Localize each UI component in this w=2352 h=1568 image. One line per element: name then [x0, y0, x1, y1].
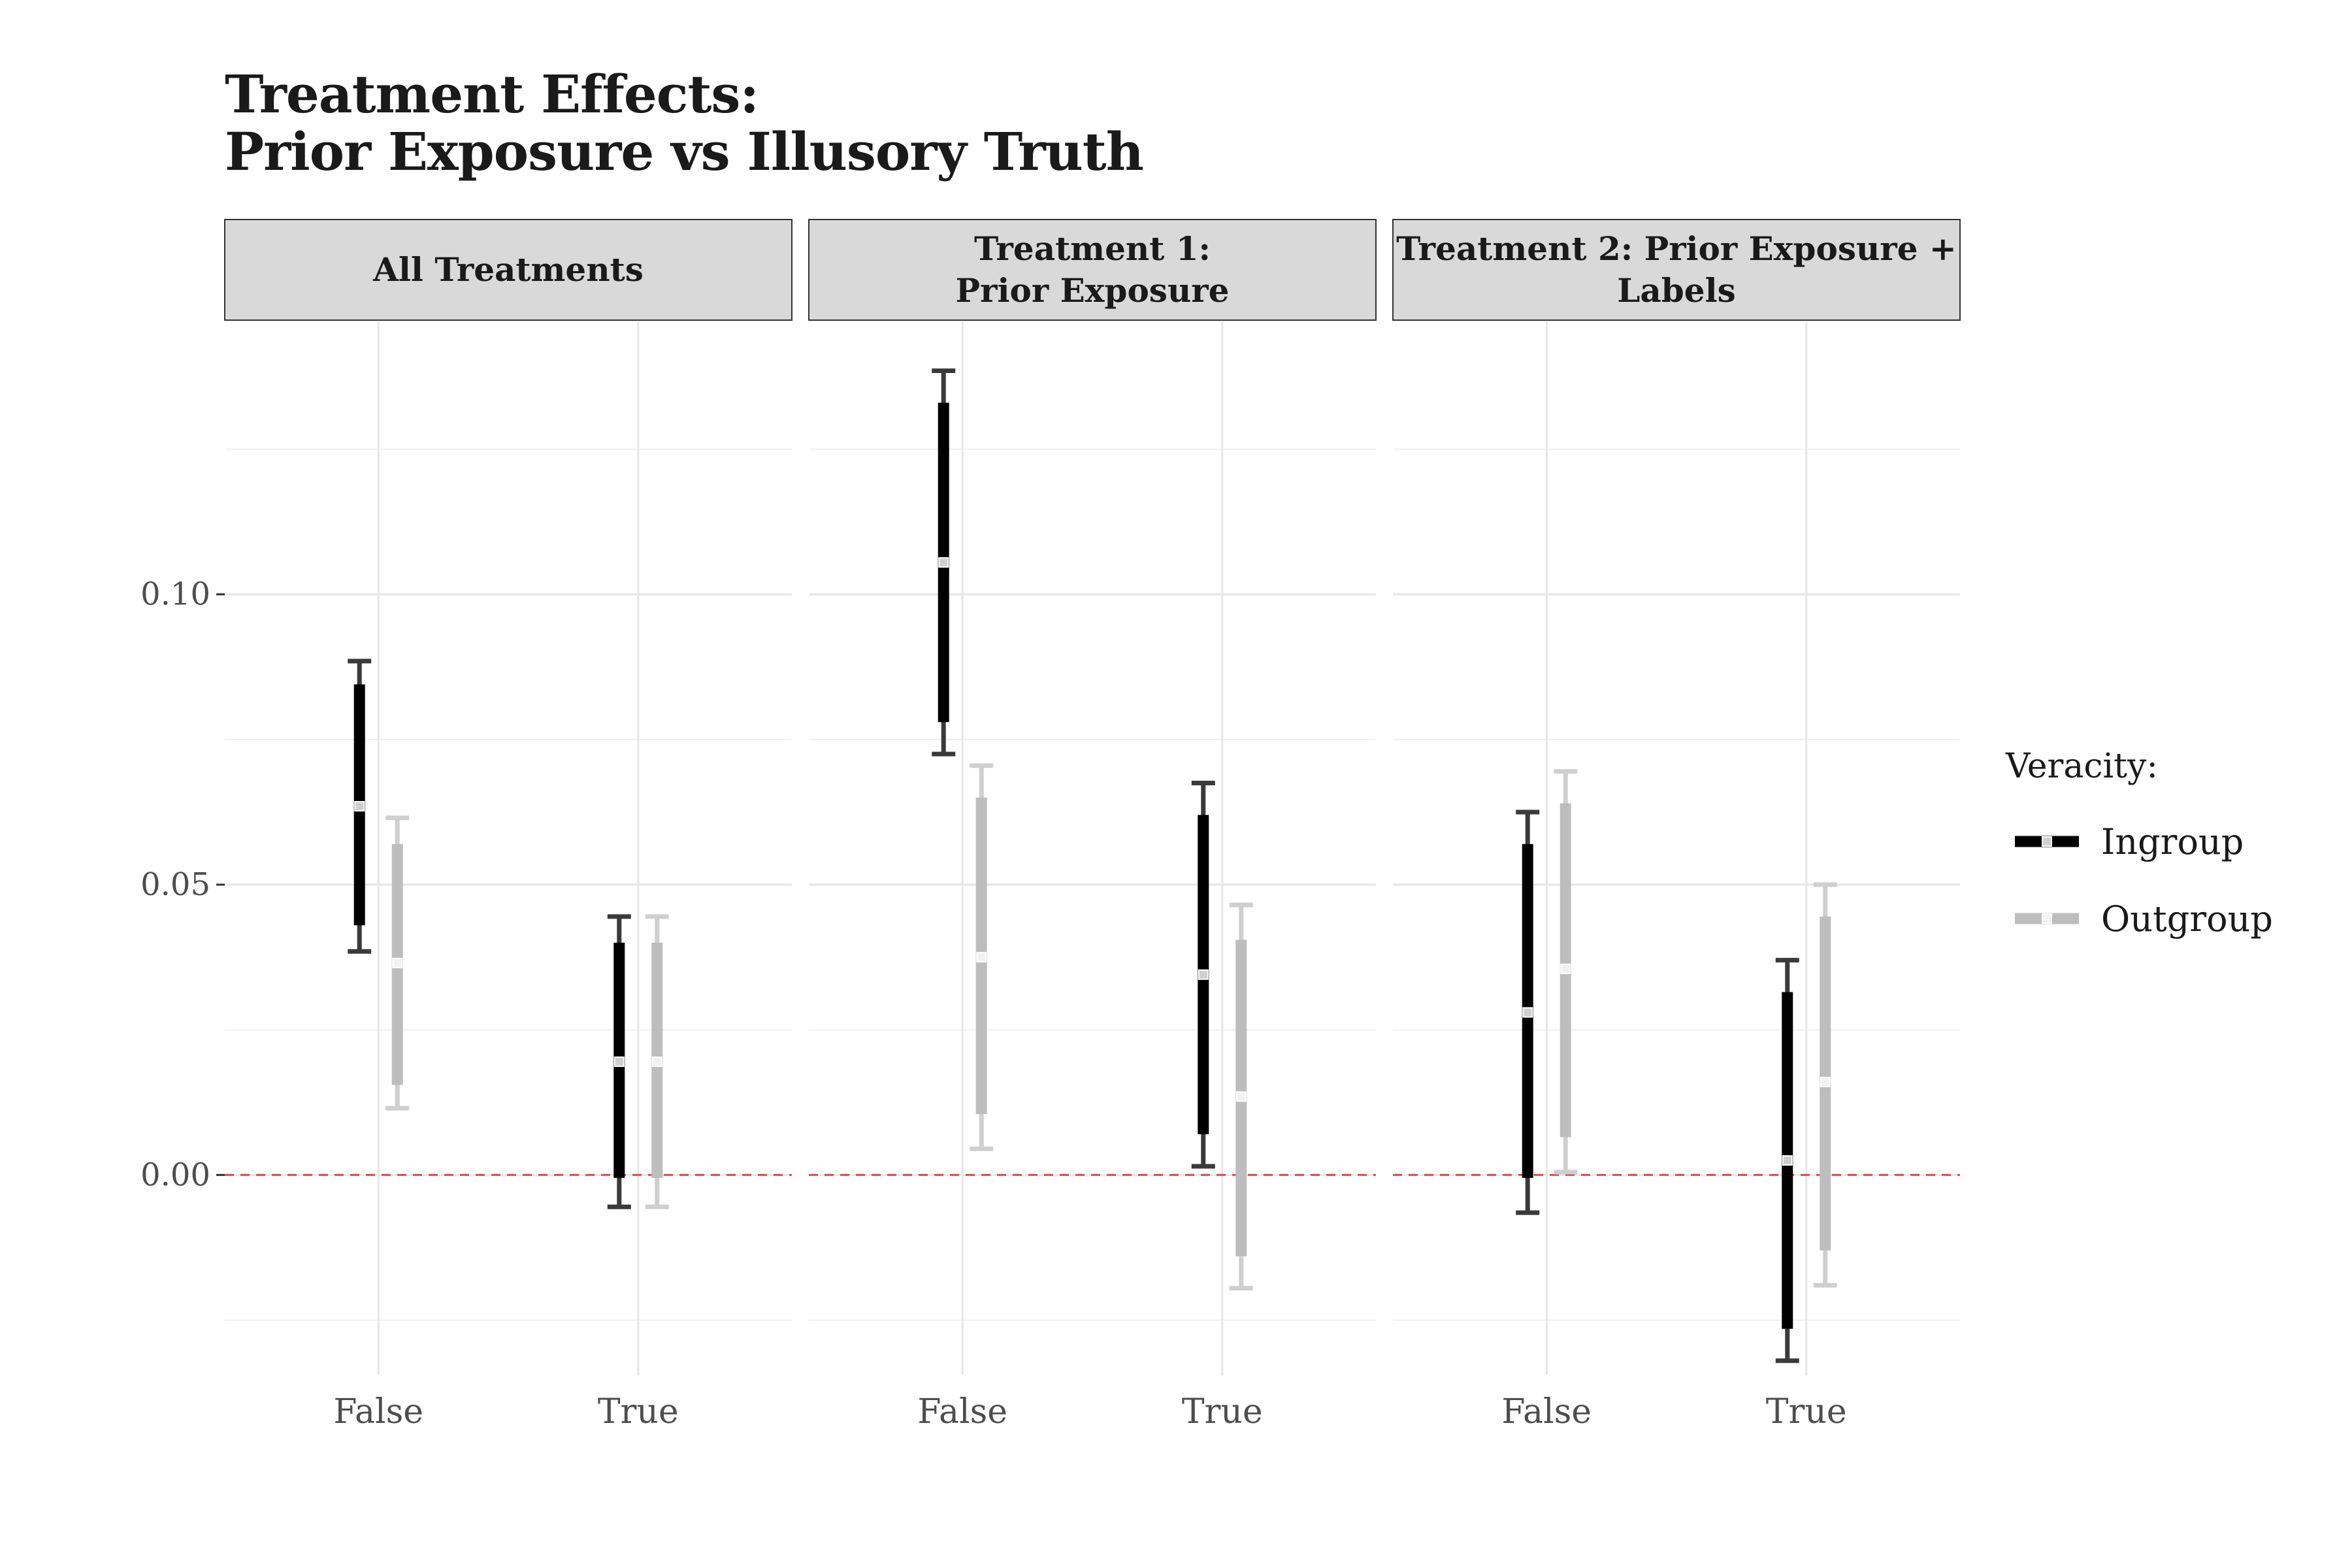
point-estimate-marker	[1782, 1155, 1793, 1166]
point-estimate-marker	[1560, 963, 1571, 974]
x-tick-label: False	[333, 1392, 423, 1431]
panel-1: All Treatments False True	[224, 219, 792, 1431]
panel-2: Treatment 1:Prior Exposure False True	[808, 219, 1377, 1431]
x-tick-label: False	[917, 1392, 1007, 1431]
legend-entry-outgroup: Outgroup	[2015, 898, 2273, 939]
panel-strip-label: All Treatments	[372, 250, 644, 289]
y-tick-label: 0.00	[140, 1156, 210, 1193]
point-estimate-marker	[392, 958, 403, 969]
y-tick-label: 0.10	[140, 576, 210, 613]
legend-entry-ingroup: Ingroup	[2015, 821, 2244, 862]
panel-strip	[224, 219, 792, 321]
panel-strip-label: Labels	[1617, 271, 1735, 310]
legend-label: Outgroup	[2101, 898, 2273, 939]
errorbar-ingroup-true	[607, 914, 631, 1209]
point-estimate-marker	[1235, 1091, 1247, 1102]
point-estimate-marker	[1522, 1007, 1533, 1018]
panel-3: Treatment 2: Prior Exposure +Labels False…	[1392, 219, 1961, 1431]
errorbar-ingroup-false	[1516, 809, 1540, 1215]
errorbar-outgroup-true	[645, 914, 669, 1209]
errorbar-ingroup-true	[1775, 958, 1799, 1364]
errorbar-ingroup-false	[932, 368, 956, 757]
x-tick-label: False	[1501, 1392, 1592, 1431]
legend: Veracity: Ingroup Outgroup	[2005, 747, 2273, 939]
point-estimate-marker	[613, 1056, 625, 1068]
errorbar-outgroup-false	[970, 763, 994, 1151]
x-tick-label: True	[1766, 1392, 1847, 1431]
panel-strip-label: Treatment 1:	[974, 229, 1211, 268]
legend-label: Ingroup	[2101, 821, 2244, 862]
chart-title-line-2: Prior Exposure vs Illusory Truth	[225, 121, 1144, 182]
legend-key-marker	[2042, 913, 2052, 924]
errorbar-outgroup-true	[1813, 882, 1837, 1288]
point-estimate-marker	[651, 1056, 662, 1068]
panel-strip-label: Treatment 2: Prior Exposure +	[1396, 229, 1957, 268]
legend-key-marker	[2042, 836, 2052, 847]
chart-title-line-1: Treatment Effects:	[225, 63, 759, 125]
x-tick-label: True	[598, 1392, 679, 1431]
point-estimate-marker	[1198, 969, 1209, 980]
point-estimate-marker	[976, 952, 987, 963]
panel-strip	[1392, 219, 1961, 321]
panel-strip-label: Prior Exposure	[956, 271, 1230, 310]
errorbar-ingroup-true	[1191, 781, 1215, 1169]
y-tick-label: 0.05	[140, 866, 210, 903]
x-tick-label: True	[1182, 1392, 1263, 1431]
chart-title: Treatment Effects: Prior Exposure vs Ill…	[225, 63, 1144, 182]
errorbar-outgroup-false	[385, 815, 410, 1111]
panel-strip	[808, 219, 1377, 321]
legend-title: Veracity:	[2005, 747, 2158, 786]
point-estimate-marker	[938, 557, 949, 568]
point-estimate-marker	[354, 801, 365, 812]
errorbar-outgroup-false	[1554, 769, 1578, 1175]
point-estimate-marker	[1820, 1077, 1831, 1088]
errorbar-outgroup-true	[1229, 902, 1253, 1291]
errorbar-ingroup-false	[348, 659, 372, 954]
